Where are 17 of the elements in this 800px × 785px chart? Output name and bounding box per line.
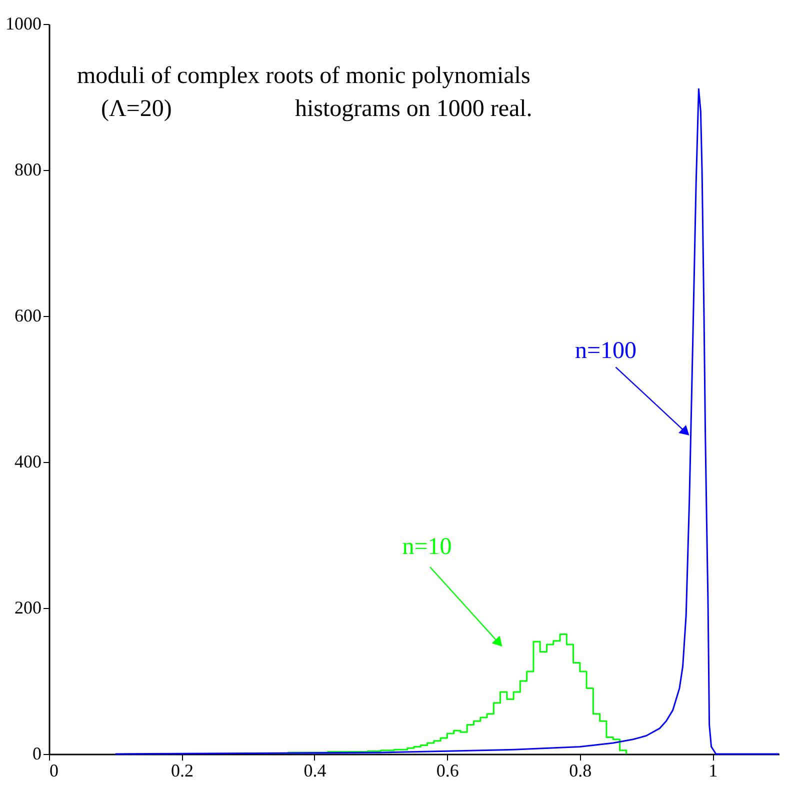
x-tick-label: 0 <box>50 760 58 780</box>
annotation: histograms on 1000 real. <box>295 96 532 122</box>
y-tick-label: 1000 <box>6 14 42 34</box>
annotation: n=10 <box>402 534 452 560</box>
y-tick-label: 200 <box>14 598 42 618</box>
y-tick-label: 800 <box>14 160 42 180</box>
x-tick-label: 0.6 <box>436 760 459 780</box>
y-tick-label: 0 <box>32 744 42 764</box>
y-tick-label: 400 <box>14 452 42 472</box>
annotation: (Λ=20) <box>101 96 172 122</box>
x-tick-label: 0.4 <box>304 760 326 780</box>
y-tick-label: 600 <box>14 306 42 326</box>
annotation: n=100 <box>574 338 637 364</box>
x-tick-label: 0.8 <box>569 760 592 780</box>
x-tick-label: 0.2 <box>170 760 194 780</box>
text: moduli of complex roots of monic polynomials <box>77 63 530 89</box>
x-tick-label: 1 <box>708 760 718 780</box>
